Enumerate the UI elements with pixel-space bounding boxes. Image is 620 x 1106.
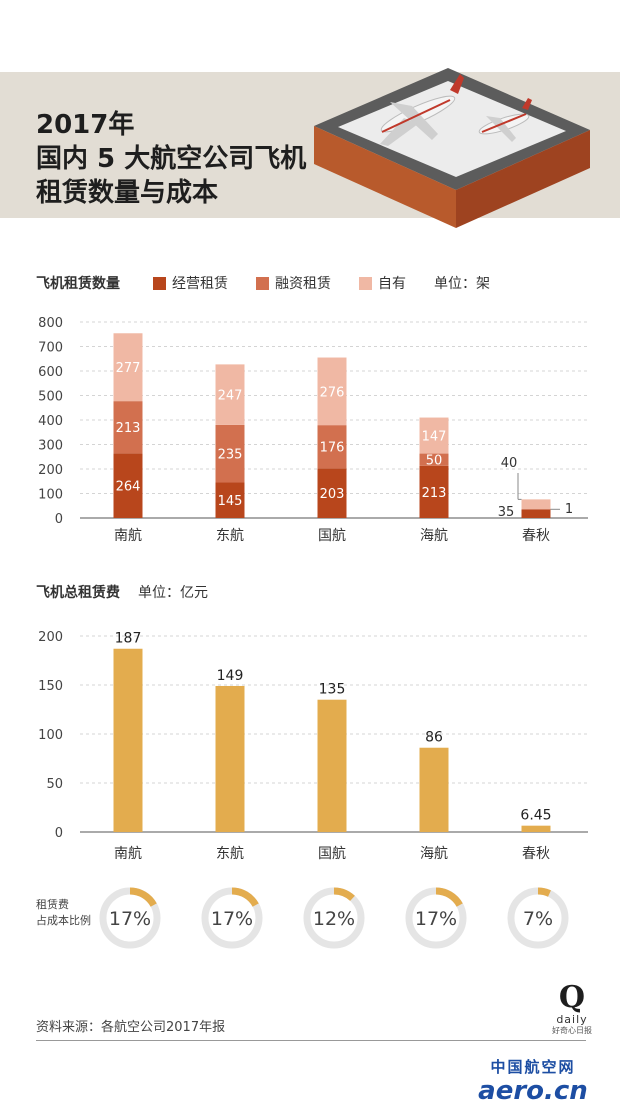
category-label: 东航 xyxy=(216,846,244,862)
bar-value-label: 187 xyxy=(115,631,142,647)
category-label: 国航 xyxy=(318,528,346,544)
category-label: 南航 xyxy=(114,528,142,544)
bar-value-label: 276 xyxy=(320,385,345,400)
bar-value-label: 86 xyxy=(425,730,443,746)
y-tick-label: 0 xyxy=(55,512,63,527)
callout-label: 1 xyxy=(565,502,573,517)
bar-value-label: 176 xyxy=(320,441,345,456)
bar-value-label: 6.45 xyxy=(520,808,551,824)
category-label: 南航 xyxy=(114,846,142,862)
y-tick-label: 500 xyxy=(38,390,63,405)
bar xyxy=(216,686,245,832)
bar xyxy=(114,649,143,832)
bar-segment xyxy=(522,499,551,509)
donut-percent-label: 17% xyxy=(109,908,151,930)
bar-segment xyxy=(522,509,551,518)
qdaily-logo-word: daily xyxy=(548,1014,596,1026)
donut-percent-label: 17% xyxy=(415,908,457,930)
donut-percent-label: 7% xyxy=(523,908,553,930)
y-tick-label: 800 xyxy=(38,316,63,331)
bar-value-label: 235 xyxy=(218,448,243,463)
y-tick-label: 50 xyxy=(46,777,63,792)
y-tick-label: 600 xyxy=(38,365,63,380)
y-tick-label: 150 xyxy=(38,679,63,694)
qdaily-logo-tagline: 好奇心日报 xyxy=(548,1026,596,1036)
y-tick-label: 100 xyxy=(38,488,63,503)
bar-value-label: 135 xyxy=(319,682,346,698)
bar-value-label: 213 xyxy=(422,486,447,501)
y-tick-label: 700 xyxy=(38,341,63,356)
category-label: 东航 xyxy=(216,528,244,544)
category-label: 春秋 xyxy=(522,528,550,544)
category-label: 春秋 xyxy=(522,846,550,862)
aero-watermark: 中国航空网 aero.cn xyxy=(458,1056,608,1105)
callout-label: 40 xyxy=(501,456,518,471)
y-tick-label: 0 xyxy=(55,826,63,841)
category-label: 国航 xyxy=(318,846,346,862)
bar-value-label: 264 xyxy=(116,480,141,495)
qdaily-logo-letter: Q xyxy=(548,982,596,1014)
footer-divider xyxy=(36,1040,586,1041)
callout-label: 35 xyxy=(498,505,515,520)
data-source: 资料来源：各航空公司2017年报 xyxy=(36,1016,225,1035)
bar-value-label: 203 xyxy=(320,487,345,502)
y-tick-label: 300 xyxy=(38,439,63,454)
bar-value-label: 147 xyxy=(422,430,447,445)
bar xyxy=(522,826,551,832)
bar xyxy=(318,700,347,832)
y-tick-label: 200 xyxy=(38,463,63,478)
cost-ratio-donuts: 17% 17% 12% 17% 7% xyxy=(0,878,620,958)
category-label: 海航 xyxy=(420,528,448,544)
rent-cost-chart: 200 150 100 50 0 187 南航 149 东航 135 国航 86 海航 6.45 春秋 xyxy=(0,560,620,880)
bar-value-label: 247 xyxy=(218,389,243,404)
y-tick-label: 400 xyxy=(38,414,63,429)
bar-value-label: 277 xyxy=(116,361,141,376)
bar-value-label: 149 xyxy=(217,668,244,684)
bar-value-label: 145 xyxy=(218,494,243,509)
qdaily-logo: Q daily 好奇心日报 xyxy=(548,982,596,1036)
watermark-cn: 中国航空网 xyxy=(458,1056,608,1077)
donut-percent-label: 12% xyxy=(313,908,355,930)
watermark-en: aero.cn xyxy=(458,1077,608,1105)
bar-value-label: 50 xyxy=(426,454,443,469)
category-label: 海航 xyxy=(420,846,448,862)
bar-value-label: 213 xyxy=(116,421,141,436)
bar xyxy=(420,748,449,832)
y-tick-label: 100 xyxy=(38,728,63,743)
lease-count-chart: 800 700 600 500 400 300 200 100 0 264 213 277 南航 145 2… xyxy=(0,0,620,560)
donut-percent-label: 17% xyxy=(211,908,253,930)
y-tick-label: 200 xyxy=(38,630,63,645)
